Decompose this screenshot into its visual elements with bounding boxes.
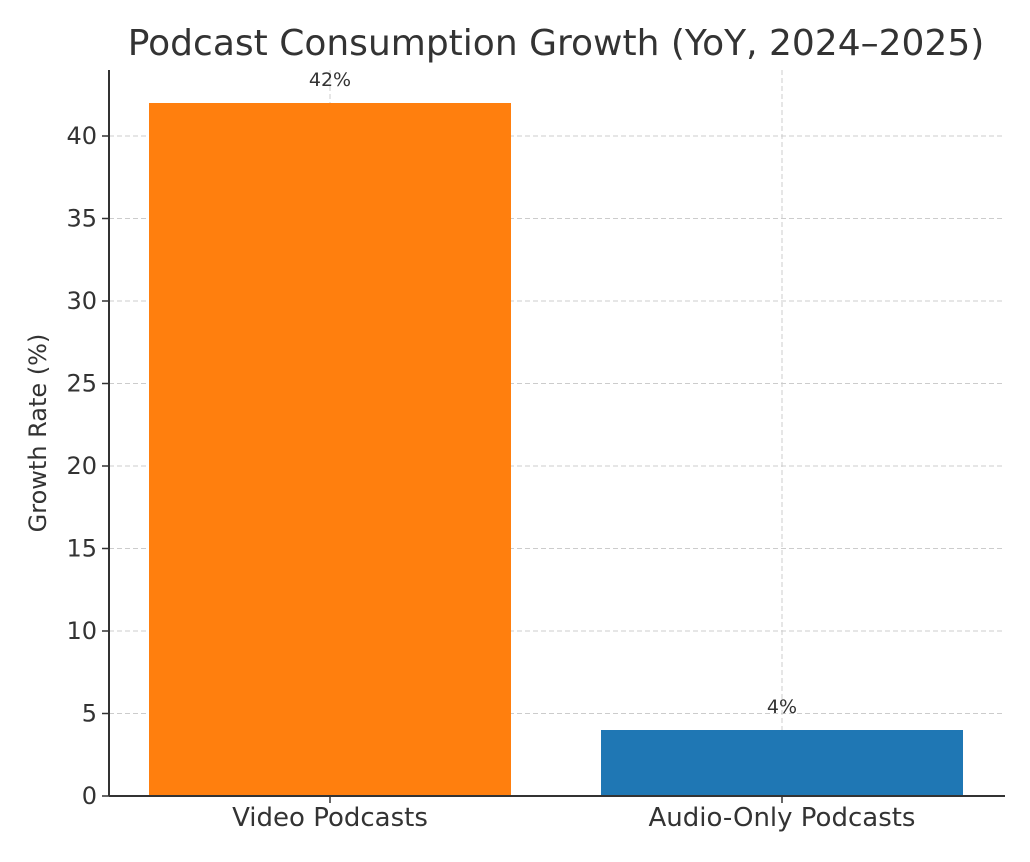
y-tick-label: 0: [82, 782, 97, 810]
axes: [102, 70, 1005, 803]
y-tick-label: 40: [66, 122, 97, 150]
bars: [149, 103, 963, 796]
y-tick-label: 35: [66, 205, 97, 233]
y-tick-label: 10: [66, 617, 97, 645]
bar-video-podcasts: [149, 103, 511, 796]
y-tick-label: 5: [82, 700, 97, 728]
chart-title: Podcast Consumption Growth (YoY, 2024–20…: [128, 23, 985, 64]
bar-value-label: 4%: [767, 696, 797, 718]
y-tick-label: 25: [66, 370, 97, 398]
bar-audio-only-podcasts: [601, 730, 963, 796]
labels: 0 5 10 15 20 25 30 35 40 42% Video Podcasts 4% Audio…: [66, 69, 915, 833]
bar-value-label: 42%: [309, 69, 351, 91]
x-tick-label: Video Podcasts: [232, 803, 428, 833]
x-tick-label: Audio-Only Podcasts: [649, 803, 916, 833]
y-axis-label: Growth Rate (%): [24, 334, 52, 533]
y-tick-label: 15: [66, 535, 97, 563]
y-tick-label: 30: [66, 287, 97, 315]
y-tick-label: 20: [66, 452, 97, 480]
